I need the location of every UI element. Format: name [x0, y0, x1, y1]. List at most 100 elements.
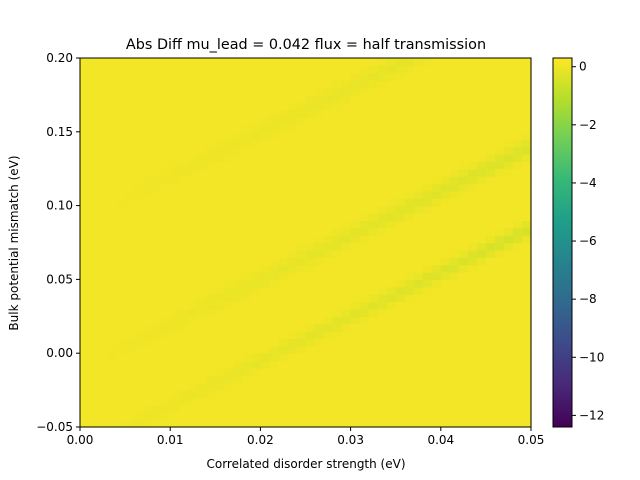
- heatmap-cell: [512, 131, 523, 140]
- heatmap-cell: [269, 353, 280, 362]
- heatmap-cell: [323, 80, 334, 89]
- heatmap-cell: [152, 168, 162, 177]
- heatmap-cell: [296, 220, 307, 229]
- heatmap-cell: [179, 279, 189, 288]
- heatmap-cell: [476, 94, 487, 103]
- heatmap-cell: [386, 242, 397, 251]
- heatmap-cell: [143, 390, 153, 399]
- heatmap-cell: [152, 235, 162, 244]
- heatmap-cell: [485, 390, 496, 399]
- heatmap-cell: [512, 139, 523, 148]
- heatmap-cell: [170, 117, 180, 126]
- heatmap-cell: [296, 257, 307, 266]
- heatmap-cell: [332, 242, 343, 251]
- heatmap-cell: [143, 419, 153, 428]
- heatmap-cell: [152, 198, 162, 207]
- heatmap-cell: [296, 87, 307, 96]
- heatmap-cell: [458, 390, 469, 399]
- heatmap-cell: [476, 139, 487, 148]
- heatmap-cell: [116, 264, 126, 273]
- heatmap-cell: [251, 139, 261, 148]
- heatmap-cell: [521, 353, 532, 362]
- heatmap-cell: [161, 212, 171, 221]
- heatmap-cell: [269, 227, 280, 236]
- heatmap-cell: [206, 279, 216, 288]
- heatmap-cell: [359, 212, 370, 221]
- heatmap-cell: [503, 102, 514, 111]
- heatmap-cell: [503, 360, 514, 369]
- heatmap-cell: [449, 390, 460, 399]
- heatmap-cell: [287, 190, 298, 199]
- heatmap-cell: [170, 272, 180, 280]
- heatmap-cell: [233, 360, 243, 369]
- heatmap-cell: [314, 404, 325, 413]
- heatmap-cell: [206, 257, 216, 266]
- heatmap-cell: [80, 404, 90, 413]
- heatmap-cell: [440, 87, 451, 96]
- heatmap-cell: [161, 87, 171, 96]
- heatmap-cell: [107, 279, 117, 288]
- heatmap-cell: [422, 161, 433, 170]
- heatmap-cell: [287, 316, 298, 325]
- heatmap-cell: [467, 345, 478, 354]
- heatmap-cell: [233, 242, 243, 251]
- heatmap-cell: [125, 65, 135, 74]
- heatmap-cell: [116, 323, 126, 332]
- heatmap-cell: [251, 72, 261, 81]
- heatmap-cell: [476, 117, 487, 126]
- heatmap-cell: [332, 338, 343, 347]
- heatmap-cell: [458, 242, 469, 251]
- heatmap-cell: [314, 153, 325, 162]
- heatmap-cell: [215, 412, 225, 421]
- heatmap-cell: [143, 367, 153, 376]
- heatmap-cell: [341, 360, 352, 369]
- heatmap-cell: [485, 279, 496, 288]
- heatmap-cell: [422, 198, 433, 207]
- heatmap-cell: [494, 168, 505, 177]
- heatmap-cell: [143, 117, 153, 126]
- heatmap-cell: [305, 205, 316, 214]
- heatmap-cell: [323, 308, 334, 317]
- heatmap-cell: [458, 308, 469, 317]
- heatmap-cell: [305, 308, 316, 317]
- heatmap-cell: [188, 183, 198, 192]
- heatmap-cell: [404, 412, 415, 421]
- heatmap-cell: [521, 109, 532, 118]
- heatmap-cell: [251, 94, 261, 103]
- heatmap-cell: [125, 139, 135, 148]
- heatmap-cell: [197, 183, 207, 192]
- heatmap-cell: [521, 146, 532, 155]
- heatmap-cell: [521, 404, 532, 413]
- heatmap-cell: [512, 117, 523, 126]
- heatmap-cell: [98, 264, 108, 273]
- heatmap-cell: [80, 257, 90, 266]
- heatmap-cell: [494, 212, 505, 221]
- heatmap-cell: [332, 390, 343, 399]
- heatmap-cell: [377, 316, 388, 325]
- heatmap-cell: [305, 294, 316, 303]
- heatmap-cell: [449, 131, 460, 140]
- heatmap-cell: [485, 65, 496, 74]
- heatmap-cell: [323, 212, 334, 221]
- heatmap-cell: [494, 65, 505, 74]
- heatmap-cell: [485, 323, 496, 332]
- heatmap-cell: [323, 316, 334, 325]
- heatmap-cell: [359, 72, 370, 81]
- heatmap-cell: [89, 286, 99, 295]
- heatmap-cell: [296, 279, 307, 288]
- heatmap-cell: [161, 308, 171, 317]
- heatmap-cell: [206, 87, 216, 96]
- heatmap-cell: [485, 131, 496, 140]
- heatmap-cell: [485, 382, 496, 391]
- heatmap-cell: [395, 139, 406, 148]
- heatmap-cell: [323, 272, 334, 280]
- heatmap-cell: [251, 308, 261, 317]
- heatmap-cell: [386, 257, 397, 266]
- heatmap-cell: [134, 161, 144, 170]
- heatmap-cell: [278, 382, 289, 391]
- y-tick-label: 0.15: [46, 125, 73, 139]
- heatmap-cell: [287, 294, 298, 303]
- heatmap-cell: [80, 190, 90, 199]
- heatmap-cell: [521, 220, 532, 229]
- heatmap-cell: [269, 212, 280, 221]
